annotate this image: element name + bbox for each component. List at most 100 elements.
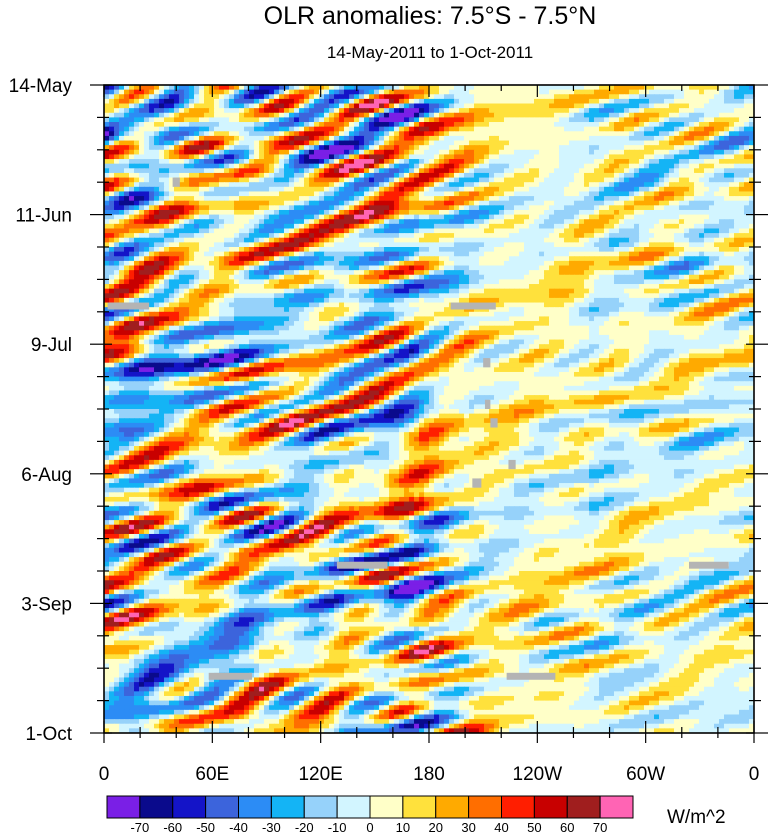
anomaly-cell <box>134 196 140 202</box>
anomaly-cell <box>419 126 425 132</box>
anomaly-cell <box>489 108 495 114</box>
anomaly-cell <box>584 108 590 114</box>
anomaly-cell <box>259 159 265 165</box>
anomaly-cell <box>439 122 445 128</box>
anomaly-cell <box>169 260 175 267</box>
anomaly-cell <box>379 159 385 165</box>
anomaly-cell <box>724 131 730 137</box>
anomaly-cell <box>639 149 645 156</box>
anomaly-cell <box>504 140 510 146</box>
anomaly-cell <box>569 168 575 174</box>
anomaly-cell <box>559 85 565 91</box>
anomaly-cell <box>564 126 570 132</box>
anomaly-cell <box>444 172 450 179</box>
anomaly-cell <box>634 172 640 179</box>
anomaly-cell <box>729 94 735 100</box>
anomaly-cell <box>454 108 460 114</box>
anomaly-cell <box>734 242 740 248</box>
anomaly-cell <box>679 196 685 202</box>
anomaly-cell <box>184 256 190 262</box>
anomaly-cell <box>404 228 410 234</box>
anomaly-cell <box>569 219 575 225</box>
anomaly-cell <box>314 172 320 179</box>
anomaly-cell <box>369 159 375 165</box>
anomaly-cell <box>139 172 145 179</box>
anomaly-cell <box>604 242 610 248</box>
anomaly-cell <box>219 112 225 118</box>
anomaly-cell <box>259 247 265 253</box>
anomaly-cell <box>299 154 305 160</box>
anomaly-cell <box>279 85 285 91</box>
anomaly-cell <box>729 108 735 114</box>
anomaly-cell <box>214 228 220 234</box>
anomaly-cell <box>149 145 155 151</box>
anomaly-cell <box>374 205 380 211</box>
anomaly-cell <box>704 154 710 160</box>
anomaly-cell <box>734 200 740 206</box>
anomaly-cell <box>179 135 185 142</box>
anomaly-cell <box>284 117 290 123</box>
anomaly-cell <box>639 228 645 234</box>
anomaly-cell <box>299 89 305 95</box>
anomaly-cell <box>729 256 735 262</box>
anomaly-cell <box>654 177 660 183</box>
anomaly-cell <box>439 186 445 193</box>
anomaly-cell <box>724 191 730 197</box>
anomaly-cell <box>164 131 170 137</box>
anomaly-cell <box>544 145 550 151</box>
anomaly-cell <box>664 214 670 220</box>
anomaly-cell <box>104 223 110 230</box>
anomaly-cell <box>584 205 590 211</box>
anomaly-cell <box>259 205 265 211</box>
anomaly-cell <box>104 205 110 211</box>
anomaly-cell <box>394 219 400 225</box>
anomaly-cell <box>294 247 300 253</box>
anomaly-cell <box>319 168 325 174</box>
anomaly-cell <box>539 135 545 142</box>
anomaly-cell <box>304 163 310 169</box>
anomaly-cell <box>504 242 510 248</box>
anomaly-cell <box>659 103 665 109</box>
anomaly-cell <box>474 131 480 137</box>
anomaly-cell <box>434 89 440 95</box>
anomaly-cell <box>329 98 335 105</box>
anomaly-cell <box>579 149 585 156</box>
anomaly-cell <box>359 200 365 206</box>
anomaly-cell <box>379 251 385 257</box>
anomaly-cell <box>639 131 645 137</box>
anomaly-cell <box>729 237 735 243</box>
anomaly-cell <box>584 242 590 248</box>
anomaly-cell <box>594 237 600 243</box>
anomaly-cell <box>534 237 540 243</box>
anomaly-cell <box>309 247 315 253</box>
anomaly-cell <box>739 237 745 243</box>
anomaly-cell <box>359 251 365 257</box>
anomaly-cell <box>544 135 550 142</box>
anomaly-cell <box>294 149 300 156</box>
anomaly-cell <box>459 223 465 230</box>
anomaly-cell <box>189 200 195 206</box>
anomaly-cell <box>184 126 190 132</box>
anomaly-cell <box>739 177 745 183</box>
anomaly-cell <box>639 154 645 160</box>
anomaly-cell <box>174 108 180 114</box>
anomaly-cell <box>664 186 670 193</box>
anomaly-cell <box>279 186 285 193</box>
anomaly-cell <box>374 140 380 146</box>
anomaly-cell <box>504 186 510 193</box>
anomaly-cell <box>129 135 135 142</box>
anomaly-cell <box>189 154 195 160</box>
anomaly-cell <box>344 209 350 216</box>
anomaly-cell <box>489 149 495 156</box>
anomaly-cell <box>534 191 540 197</box>
anomaly-cell <box>349 242 355 248</box>
anomaly-cell <box>599 89 605 95</box>
anomaly-cell <box>469 145 475 151</box>
anomaly-cell <box>554 209 560 216</box>
anomaly-cell <box>114 126 120 132</box>
anomaly-cell <box>194 247 200 253</box>
anomaly-cell <box>574 242 580 248</box>
anomaly-cell <box>114 172 120 179</box>
anomaly-cell <box>234 260 240 267</box>
anomaly-cell <box>634 108 640 114</box>
